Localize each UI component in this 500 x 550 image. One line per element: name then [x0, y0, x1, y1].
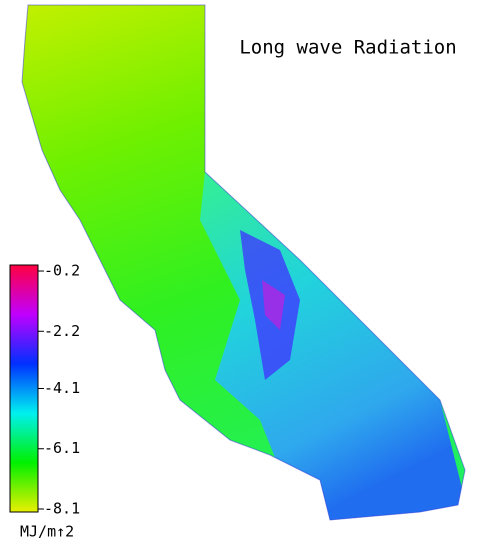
colorbar-tick-label: -8.1	[44, 499, 80, 517]
colorbar	[9, 264, 39, 513]
colorbar-unit: MJ/m↑2	[20, 523, 74, 541]
colorbar-tick-label: -6.1	[44, 439, 80, 457]
map-title: Long wave Radiation	[239, 37, 456, 59]
colorbar-tick-label: -2.2	[44, 322, 80, 340]
colorbar-tick-label: -4.1	[44, 379, 80, 397]
colorbar-tick-label: -0.2	[44, 262, 80, 280]
